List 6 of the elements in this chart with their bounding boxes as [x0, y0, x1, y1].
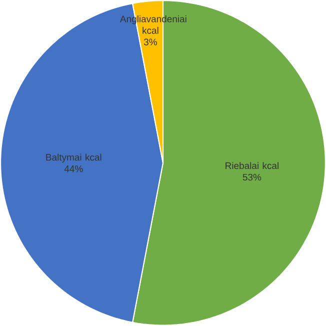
data-label: 3% — [144, 38, 157, 46]
slice-label: Angliavandeniai kcal — [120, 15, 186, 34]
data-label: 44% — [64, 166, 83, 172]
slice-label: Riebalai kcal — [226, 162, 278, 170]
data-label: 53% — [242, 174, 262, 181]
slice-label: Baltymai kcal — [46, 154, 102, 163]
